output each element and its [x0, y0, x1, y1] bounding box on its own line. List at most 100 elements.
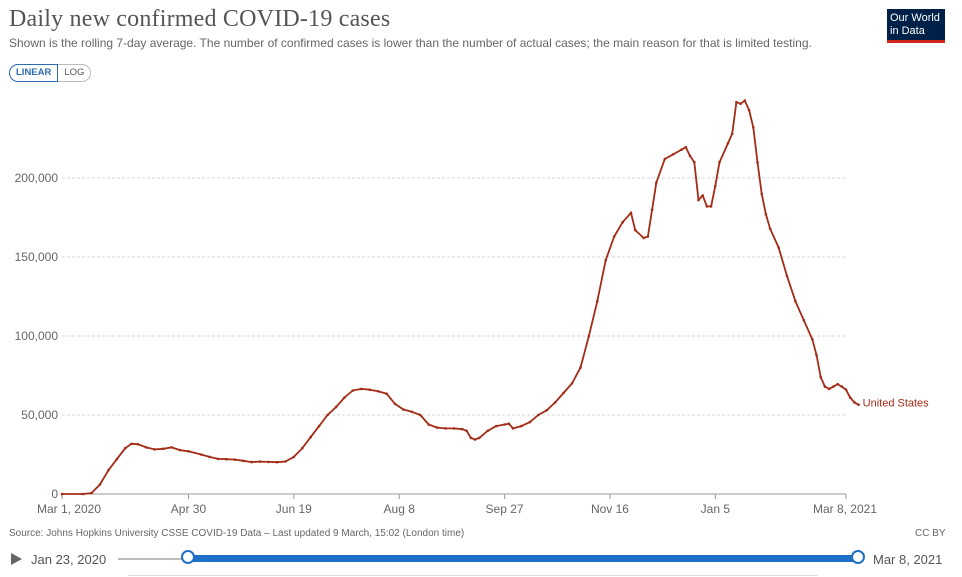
linear-scale-button[interactable]: LINEAR [9, 64, 59, 82]
data-point [688, 154, 692, 158]
data-point [663, 157, 667, 161]
x-tick-label: Sep 27 [486, 502, 524, 516]
data-point [360, 387, 363, 391]
license-link[interactable]: CC BY [915, 528, 946, 539]
data-point [410, 410, 414, 414]
series-layer: United States [60, 99, 930, 496]
data-point [419, 413, 422, 417]
chart-title: Daily new confirmed COVID-19 cases [9, 6, 391, 32]
log-scale-button[interactable]: LOG [58, 64, 92, 82]
data-point [756, 160, 759, 164]
data-point [208, 455, 211, 459]
data-point [435, 426, 439, 429]
data-point [570, 382, 574, 385]
data-point [444, 427, 447, 430]
data-point [107, 469, 110, 472]
data-point [326, 413, 329, 417]
x-tick-label: Jun 19 [276, 502, 312, 516]
data-point [853, 401, 856, 404]
series-end-label: United States [863, 398, 930, 410]
data-point [385, 392, 388, 396]
logo-line-1: Our World [890, 12, 940, 24]
timeline-track-unselected[interactable] [118, 558, 188, 560]
x-tick-label: Nov 16 [591, 502, 629, 516]
data-point [562, 391, 565, 395]
data-point [735, 100, 738, 104]
data-point [153, 448, 156, 451]
data-point [811, 337, 814, 341]
data-point [465, 429, 468, 433]
y-tick-label: 0 [51, 487, 58, 501]
data-point [60, 492, 64, 496]
data-point [494, 424, 498, 428]
timeline-slider: Jan 23, 2020 Mar 8, 2021 [0, 546, 962, 577]
data-point [764, 213, 768, 216]
data-point [376, 390, 380, 393]
data-point [684, 145, 688, 149]
data-point [520, 424, 523, 428]
data-point [815, 353, 818, 357]
data-point [393, 402, 397, 406]
data-point [579, 366, 582, 369]
data-point [81, 492, 85, 496]
data-point [718, 160, 721, 164]
timeline-end-handle[interactable] [851, 550, 865, 564]
data-point [115, 457, 119, 461]
data-point [730, 132, 734, 136]
data-point [836, 382, 839, 386]
data-point [343, 396, 346, 399]
data-point [629, 211, 633, 215]
series-line-united-states [62, 99, 860, 495]
data-point [309, 435, 313, 439]
data-point [170, 446, 173, 449]
data-point [275, 460, 279, 464]
data-point [267, 460, 270, 464]
data-point [402, 408, 405, 411]
data-point [604, 258, 607, 262]
data-point [334, 405, 338, 409]
data-point [478, 436, 481, 440]
data-point [511, 427, 515, 430]
data-point [671, 153, 675, 156]
data-point [760, 192, 763, 196]
data-point [473, 438, 477, 441]
play-icon[interactable] [11, 553, 22, 565]
data-point [794, 299, 797, 303]
data-point [528, 420, 532, 424]
data-point [199, 453, 203, 456]
data-point [216, 457, 220, 461]
data-point [545, 409, 548, 412]
y-axis-ticks: 0 50,000 100,000 150,000 200,000 [15, 171, 59, 501]
data-point [98, 483, 102, 486]
owid-logo[interactable]: Our World in Data [887, 9, 945, 43]
source-note: Source: Johns Hopkins University CSSE CO… [9, 528, 465, 539]
data-point [368, 388, 372, 392]
chart-subtitle: Shown is the rolling 7-day average. The … [9, 36, 812, 50]
x-tick-label: Jan 5 [701, 502, 731, 516]
data-point [840, 385, 844, 388]
data-point [726, 141, 730, 145]
x-axis-ticks: Mar 1, 2020 Apr 30 Jun 19 Aug 8 Sep 27 Nov 16… [37, 494, 877, 516]
data-point [469, 436, 473, 440]
data-point [90, 491, 93, 495]
data-point [161, 447, 165, 451]
data-point [351, 389, 355, 392]
data-point [427, 423, 431, 426]
data-point [503, 423, 506, 426]
data-point [777, 246, 780, 249]
data-point [461, 427, 464, 431]
data-point [301, 446, 304, 450]
y-tick-label: 100,000 [15, 329, 59, 343]
data-point [768, 227, 772, 230]
data-point [178, 448, 182, 452]
data-point [844, 388, 848, 392]
y-tick-label: 200,000 [15, 171, 59, 185]
data-point [714, 184, 717, 188]
timeline-start-handle[interactable] [181, 550, 195, 564]
timeline-end-date: Mar 8, 2021 [873, 552, 943, 567]
timeline-start-date: Jan 23, 2020 [31, 552, 107, 567]
timeline-track-selected[interactable] [188, 555, 858, 562]
data-point [136, 442, 140, 446]
data-point [233, 458, 237, 461]
x-tick-label: Apr 30 [171, 502, 207, 516]
